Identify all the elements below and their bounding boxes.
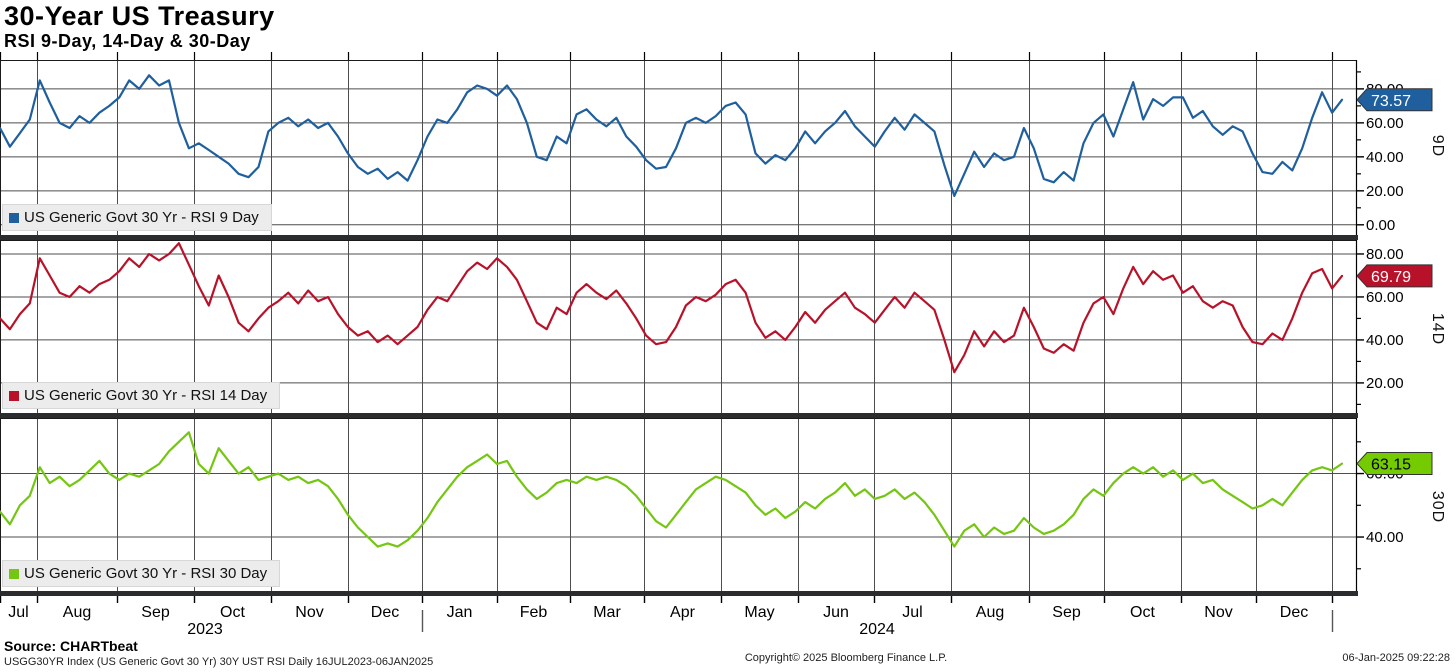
month-label: Oct (220, 604, 245, 621)
rsi-9-day-line (0, 74, 1344, 197)
rsi-14-day-tick-label: 20.00 (1366, 375, 1404, 392)
rsi-30-day-line (0, 431, 1344, 548)
rsi-30-day-last-value: 63.15 (1371, 457, 1411, 474)
month-label: Aug (63, 604, 91, 621)
rsi-14d-legend: US Generic Govt 30 Yr - RSI 14 Day (2, 382, 281, 409)
month-label: Sep (141, 604, 170, 621)
rsi-14-day-line (0, 242, 1344, 374)
month-label: Jan (447, 604, 473, 621)
month-label: Oct (1130, 604, 1155, 621)
month-label: Sep (1052, 604, 1081, 621)
month-label: Jul (902, 604, 922, 621)
year-label: 2024 (859, 621, 895, 636)
x-axis-svg: Jul Aug Sep Oct Nov Dec Jan Feb Mar Apr May Jun Jul A… (0, 596, 1334, 638)
rsi-14d-panel: 80.00 60.00 40.00 20.00 69.79 US Generic Gov… (0, 240, 1456, 418)
month-label: Apr (670, 604, 696, 621)
rsi-9-day-tick-label: 20.00 (1366, 183, 1404, 200)
rsi-14-day-tick-label: 80.00 (1366, 246, 1404, 263)
chart-title: 30-Year US Treasury (4, 1, 275, 31)
rsi-30-day-last-value-badge (1356, 452, 1433, 476)
rsi-14-day-tick-label: 40.00 (1366, 332, 1404, 349)
timestamp: 06-Jan-2025 09:22:28 (1342, 652, 1450, 664)
footer: Source: CHARTbeat USGG30YR Index (US Gen… (0, 636, 1456, 672)
month-label: Jul (8, 604, 28, 621)
month-label: Aug (976, 604, 1004, 621)
rsi-9-day-tick-label: 40.00 (1366, 149, 1404, 166)
source-label: Source: CHARTbeat (4, 638, 138, 654)
rsi-30d-side-label: 30D (1429, 490, 1446, 524)
rsi-30d-legend-swatch-icon (9, 568, 19, 579)
rsi-14d-legend-swatch-icon (9, 390, 19, 401)
month-label: May (744, 604, 774, 621)
rsi-14-day-last-value: 69.79 (1371, 269, 1411, 286)
rsi-14d-legend-label: US Generic Govt 30 Yr - RSI 14 Day (24, 387, 268, 404)
rsi-30d-legend-label: US Generic Govt 30 Yr - RSI 30 Day (24, 565, 268, 582)
rsi-30-day-tick-label: 40.00 (1366, 529, 1404, 546)
title-block: 30-Year US Treasury RSI 9-Day, 14-Day & … (0, 0, 1456, 52)
rsi-9-day-last-value: 73.57 (1371, 93, 1411, 110)
rsi-9d-legend-label: US Generic Govt 30 Yr - RSI 9 Day (24, 209, 259, 226)
rsi-9d-side-label: 9D (1429, 134, 1446, 158)
month-label: Jun (823, 604, 849, 621)
rsi-30d-legend: US Generic Govt 30 Yr - RSI 30 Day (2, 560, 281, 587)
month-label: Nov (295, 604, 323, 621)
month-label: Mar (593, 604, 621, 621)
rsi-9-day-tick-label: 0.00 (1366, 217, 1395, 234)
rsi-9d-legend: US Generic Govt 30 Yr - RSI 9 Day (2, 204, 272, 231)
rsi-14d-side-label: 14D (1429, 312, 1446, 346)
month-label: Dec (1280, 604, 1308, 621)
x-axis: Jul Aug Sep Oct Nov Dec Jan Feb Mar Apr May Jun Jul A… (0, 596, 1456, 638)
chart-subtitle: RSI 9-Day, 14-Day & 30-Day (4, 31, 251, 51)
year-label: 2023 (187, 621, 223, 636)
rsi-14-day-tick-label: 60.00 (1366, 289, 1404, 306)
rsi-9-day-last-value-badge (1356, 88, 1433, 112)
month-label: Feb (520, 604, 548, 621)
month-label: Dec (371, 604, 399, 621)
ticker-description: USGG30YR Index (US Generic Govt 30 Yr) 3… (4, 656, 434, 668)
rsi-14-day-last-value-badge (1356, 264, 1433, 288)
copyright-text: Copyright© 2025 Bloomberg Finance L.P. (744, 652, 948, 664)
rsi-9d-legend-swatch-icon (9, 212, 19, 223)
month-label: Nov (1204, 604, 1232, 621)
rsi-9-day-tick-label: 60.00 (1366, 115, 1404, 132)
